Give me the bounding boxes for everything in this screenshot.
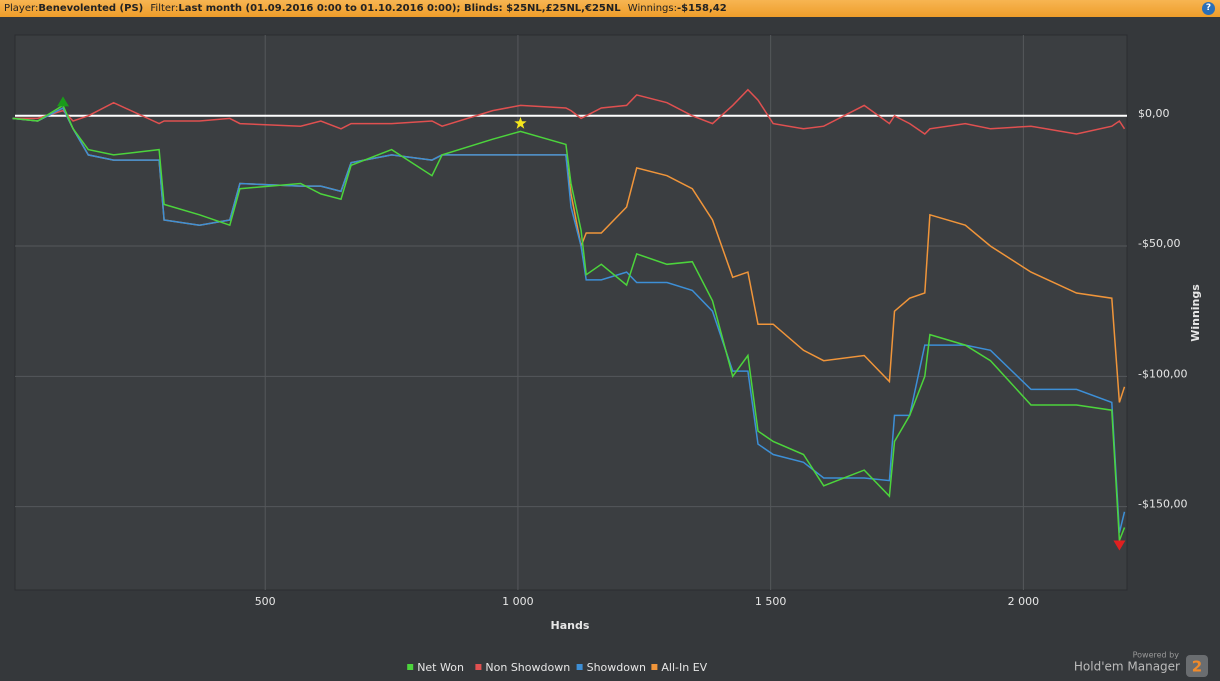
brand-version: 2 [1192,658,1202,676]
winnings: -$158,42 [676,3,727,14]
y-tick-label: $0,00 [1138,107,1170,120]
y-axis-title: Winnings [1189,284,1202,342]
x-tick-label: 1 500 [755,595,787,608]
legend-label: Net Won [417,661,464,674]
x-tick-label: 1 000 [502,595,534,608]
filter-label: Filter: [150,3,179,14]
legend-swatch [651,664,658,670]
help-button[interactable]: ? [1202,2,1215,15]
player: Benevolented (PS) [38,3,144,14]
x-tick-label: 500 [255,595,276,608]
y-tick-label: -$50,00 [1138,237,1180,250]
title-bar: Player:Benevolented (PS) Filter:Last mon… [0,0,1220,17]
legend-label: Non Showdown [485,661,570,674]
max-marker [57,96,70,107]
star-marker [514,116,527,129]
brand: Hold'em Manager [1074,660,1180,674]
winnings-label: Winnings: [627,3,677,14]
legend-label: All-In EV [661,661,707,674]
legend-swatch [576,664,583,670]
powered-by: Powered by [1133,651,1180,660]
legend-label: Showdown [587,661,646,674]
filter: Last month (01.09.2016 0:00 to 01.10.201… [178,3,621,14]
y-tick-label: -$100,00 [1138,367,1187,380]
brand-badge [1186,655,1208,677]
x-axis-title: Hands [551,619,590,632]
min-marker [1113,540,1126,551]
y-tick-label: -$150,00 [1138,498,1187,511]
series-line [12,88,1126,135]
series-line [12,104,1126,541]
chart: Hands Winnings Powered by Hold'em Manage… [12,34,1208,677]
legend: Net Won Non Showdown Showdown All-In EV [407,661,708,674]
player-label: Player: [4,3,39,14]
series-line [12,106,1126,533]
legend-swatch [407,664,414,670]
x-tick-label: 2 000 [1008,595,1040,608]
legend-swatch [475,664,482,670]
